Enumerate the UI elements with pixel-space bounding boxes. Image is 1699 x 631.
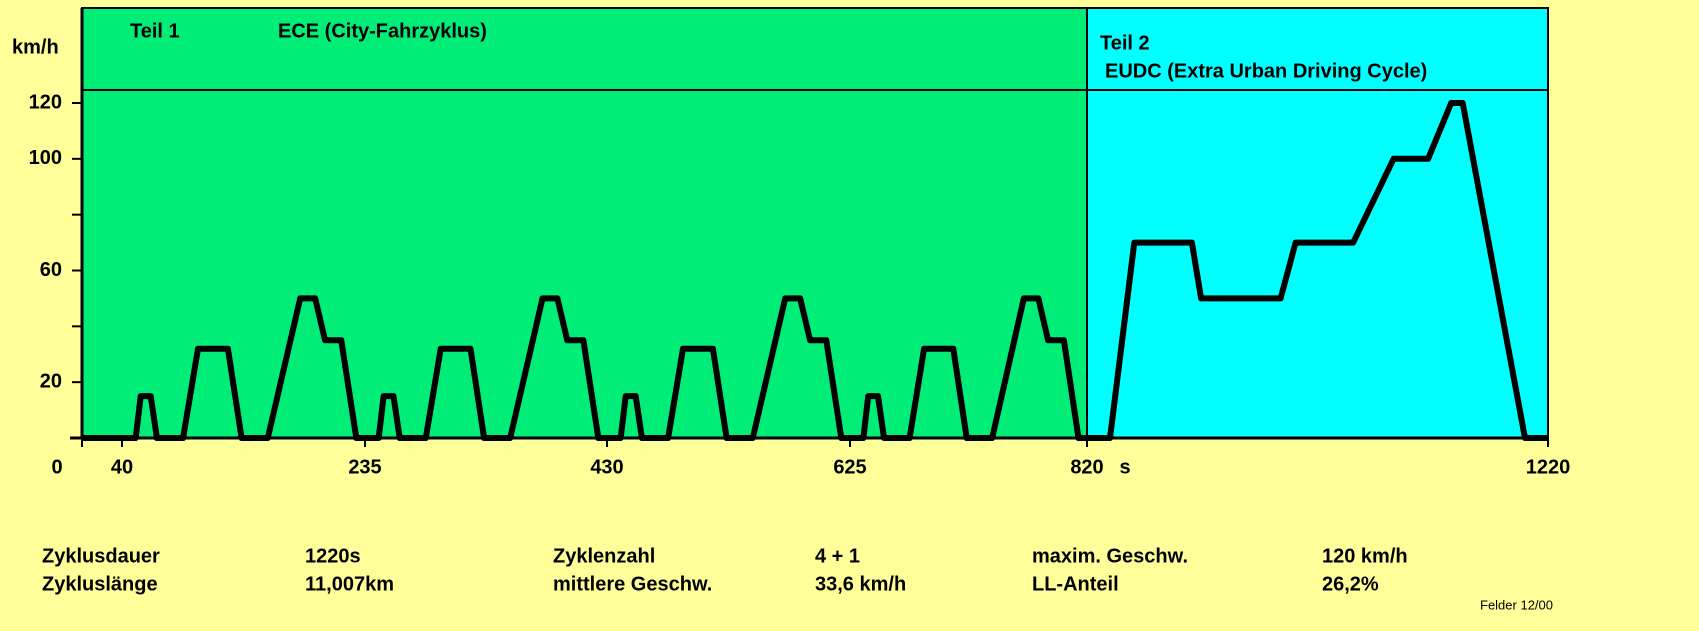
summary-value: 4 + 1 <box>815 545 860 567</box>
y-tick-label: 100 <box>29 147 62 169</box>
summary-label: LL-Anteil <box>1032 573 1119 595</box>
section-title: EUDC (Extra Urban Driving Cycle) <box>1105 60 1427 82</box>
section-background <box>1086 7 1549 439</box>
summary-label: Zyklusdauer <box>42 545 160 567</box>
x-tick-label: 40 <box>111 456 133 478</box>
summary-value: 1220s <box>305 545 361 567</box>
x-tick-label: 1220 <box>1526 456 1571 478</box>
y-axis-label: km/h <box>12 36 59 58</box>
summary-label: mittlere Geschw. <box>553 573 712 595</box>
y-tick-label: 120 <box>29 91 62 113</box>
speed-line <box>82 100 1548 441</box>
summary-label: Zykluslänge <box>42 573 158 595</box>
x-tick-label: 235 <box>348 456 381 478</box>
note: Felder 12/00 <box>1480 597 1553 612</box>
x-tick-label: 0 <box>51 456 62 478</box>
x-tick-label: 820 <box>1070 456 1103 478</box>
summary-value: 11,007km <box>305 573 394 595</box>
summary-label: maxim. Geschw. <box>1032 545 1188 567</box>
y-tick-label: 20 <box>40 370 62 392</box>
y-tick-label: 60 <box>40 259 62 281</box>
summary-value: 33,6 km/h <box>815 573 906 595</box>
summary-label: Zyklenzahl <box>553 545 655 567</box>
x-tick-label: 430 <box>590 456 623 478</box>
section-label: Teil 2 <box>1100 32 1150 54</box>
section-label: Teil 1 <box>130 20 180 42</box>
summary-value: 120 km/h <box>1322 545 1408 567</box>
x-axis-label: s <box>1119 456 1130 478</box>
x-tick-label: 625 <box>833 456 866 478</box>
summary-value: 26,2% <box>1322 573 1379 595</box>
section-title: ECE (City-Fahrzyklus) <box>278 20 487 42</box>
